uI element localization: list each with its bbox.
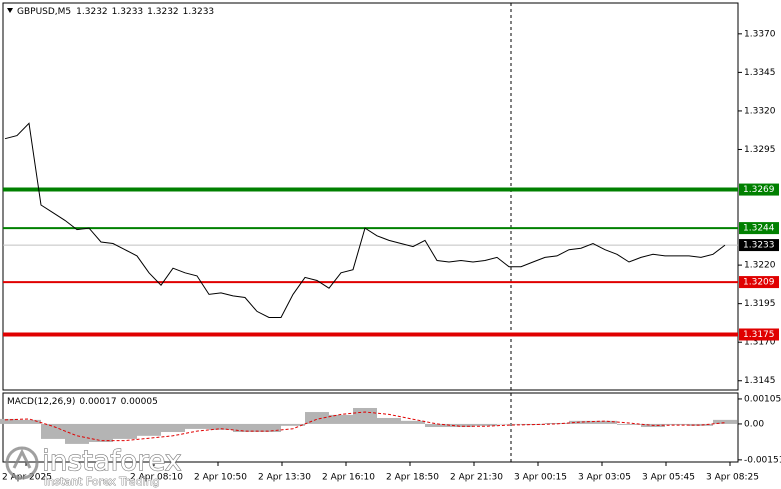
y-tick-label: 1.3170 [744, 338, 776, 348]
macd-bar [497, 423, 521, 425]
macd-bar [281, 423, 305, 426]
y-tick-label: 0.00105 [744, 394, 781, 404]
x-tick-label: 3 Apr 00:15 [514, 473, 567, 483]
price-header: GBPUSD,M5 1.3232 1.3233 1.3232 1.3233 [17, 7, 214, 17]
y-tick-label: 1.3220 [744, 261, 776, 271]
macd-bar [233, 423, 257, 433]
macd-bar [161, 423, 185, 433]
macd-bar [401, 420, 425, 424]
x-tick-label: 3 Apr 05:45 [642, 473, 695, 483]
level-label: 1.3175 [743, 330, 775, 340]
macd-bar [449, 423, 473, 428]
x-tick-label: 3 Apr 03:05 [578, 473, 631, 483]
macd-bar [593, 420, 617, 424]
macd-bar [569, 420, 593, 424]
close: 1.3233 [183, 7, 215, 17]
x-tick-label: 2 Apr 18:50 [386, 473, 439, 483]
macd-panel [2, 392, 739, 463]
x-tick-label: 3 Apr 08:25 [706, 473, 759, 483]
price-panel [2, 2, 739, 391]
macd-bar [137, 423, 161, 436]
macd-bar [17, 419, 41, 424]
menu-icon [7, 8, 13, 13]
macd-bar [209, 423, 233, 430]
y-tick-label: 1.3320 [744, 106, 776, 116]
x-tick-label: 2 Apr 08:10 [130, 473, 183, 483]
y-tick-label: 1.3370 [744, 29, 776, 39]
signal-line [4, 411, 726, 442]
macd-bar [713, 419, 737, 424]
level-label-box [739, 183, 779, 196]
x-tick-label: 2 Apr 16:10 [322, 473, 375, 483]
macd-bar [377, 417, 401, 424]
macd-bar [473, 423, 497, 426]
open: 1.3232 [76, 7, 108, 17]
macd-title: MACD(12,26,9) [7, 397, 75, 407]
macd-bar [185, 423, 209, 429]
level-label-box [739, 276, 779, 289]
level-label: 1.3244 [743, 224, 775, 234]
x-tick-label: 2 Apr 13:30 [258, 473, 311, 483]
macd-bar [113, 423, 137, 439]
y-tick-label: 1.3295 [744, 145, 776, 155]
y-tick-label: 1.3195 [744, 299, 776, 309]
price-line [4, 122, 726, 318]
y-tick-label: 0.00 [744, 419, 764, 429]
x-tick-label: 2 Apr 21:30 [450, 473, 503, 483]
macd-bar [425, 423, 449, 428]
watermark: instaforex Instant Forex Trading [5, 443, 182, 488]
tagline: Instant Forex Trading [44, 475, 160, 488]
macd-bar [353, 407, 377, 424]
level-label-box [739, 222, 779, 235]
brand: instaforex [42, 444, 181, 477]
level-label-box [739, 328, 779, 341]
logo-mark [12, 448, 32, 469]
signal-value: 0.00005 [121, 397, 158, 407]
x-tick-label: 2 Apr 10:50 [194, 473, 247, 483]
logo-icon [5, 446, 39, 480]
macd-bar [689, 423, 713, 426]
macd-bar [305, 412, 329, 424]
level-label: 1.3269 [743, 185, 775, 195]
low: 1.3232 [147, 7, 179, 17]
macd-bar [665, 423, 689, 425]
symbol: GBPUSD,M5 [17, 7, 71, 17]
macd-bar [329, 414, 353, 424]
last-price-label: 1.3233 [743, 241, 775, 251]
y-tick-label: 1.3145 [744, 376, 776, 386]
macd-bar [41, 423, 65, 439]
y-tick-label: -0.00151 [744, 455, 781, 465]
macd-bar [89, 423, 113, 443]
y-tick-label: 1.3345 [744, 68, 776, 78]
level-label: 1.3209 [743, 278, 775, 288]
macd-header: MACD(12,26,9) 0.00017 0.00005 [7, 397, 158, 407]
macd-value: 0.00017 [79, 397, 116, 407]
last-price-box [739, 239, 779, 252]
macd-bar [257, 423, 281, 433]
macd-bar [0, 418, 17, 424]
macd-bar [617, 423, 641, 425]
high: 1.3233 [112, 7, 144, 17]
macd-bar [65, 423, 89, 444]
